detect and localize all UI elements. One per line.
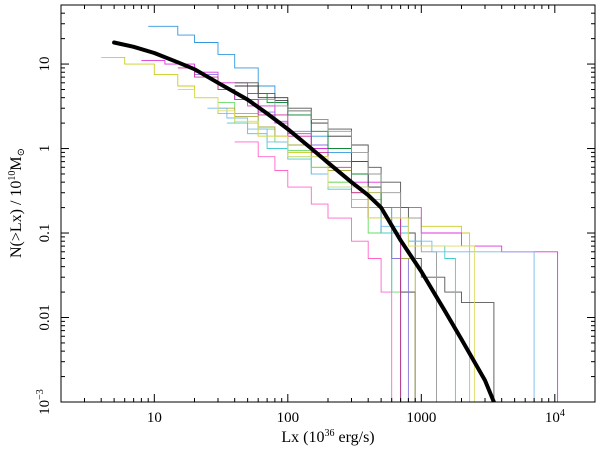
- x-tick-label-main: 100: [277, 410, 300, 426]
- x-axis-title: Lx (1036 erg/s): [281, 428, 374, 446]
- y-axis-title-tail: M: [8, 156, 25, 170]
- x-tick-label: 100: [277, 410, 300, 426]
- series-line-14: [177, 67, 402, 402]
- y-axis-title: N(>Lx) / 1010M⊙: [7, 148, 27, 258]
- y-axis-title-sup: 10: [7, 171, 18, 181]
- x-tick-label-main: 10: [147, 410, 162, 426]
- y-tick-label: 10: [37, 57, 53, 72]
- y-tick-label-sup: −3: [35, 389, 46, 400]
- y-tick-label-main: 10: [37, 57, 53, 72]
- series-line-11: [247, 92, 402, 402]
- y-tick-label-main: 0.01: [37, 304, 53, 330]
- y-tick-label-main: 0.1: [37, 224, 53, 243]
- x-tick-label: 1000: [406, 410, 436, 426]
- series-line-8: [234, 141, 393, 402]
- series-line-3: [141, 60, 559, 402]
- plot-frame: [60, 4, 596, 403]
- x-tick-label-sup: 4: [560, 408, 565, 419]
- y-tick-label: 0.01: [37, 304, 53, 330]
- x-axis-title-main: Lx (10: [281, 429, 324, 446]
- x-axis-title-tail: erg/s): [334, 429, 374, 446]
- model-layer: [112, 40, 496, 402]
- y-axis-title-main: N(>Lx) / 10: [8, 181, 25, 258]
- x-axis-title-sup: 36: [324, 428, 334, 439]
- y-tick-label-main: 10: [37, 400, 53, 415]
- y-tick-label: 1: [37, 145, 53, 153]
- series-line-15: [177, 89, 475, 402]
- y-tick-label: 10−3: [35, 389, 53, 415]
- series-layer: [101, 25, 559, 402]
- y-tick-label: 0.1: [37, 224, 53, 243]
- x-tick-label-main: 10: [545, 410, 560, 426]
- x-tick-label: 10: [147, 410, 162, 426]
- series-line-12: [258, 99, 437, 402]
- x-tick-label-main: 1000: [406, 410, 436, 426]
- series-line-13: [207, 107, 535, 402]
- y-axis-title-sub: ⊙: [16, 148, 27, 156]
- x-tick-label: 104: [545, 408, 565, 426]
- series-line-9: [194, 74, 409, 402]
- series-line-2: [101, 56, 471, 402]
- y-tick-label-main: 1: [37, 145, 53, 153]
- model-curve: [112, 40, 496, 402]
